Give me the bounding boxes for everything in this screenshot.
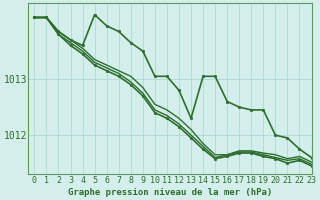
X-axis label: Graphe pression niveau de la mer (hPa): Graphe pression niveau de la mer (hPa) bbox=[68, 188, 272, 197]
